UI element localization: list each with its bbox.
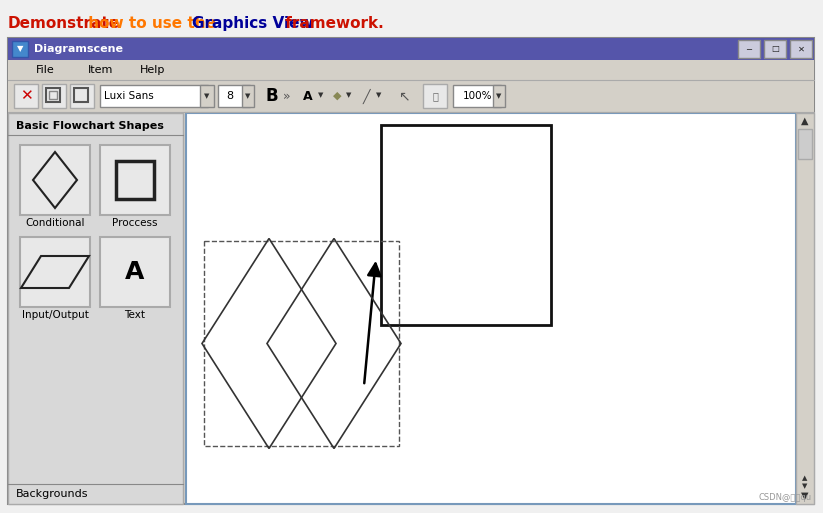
Text: 100%: 100% bbox=[463, 91, 492, 101]
Bar bbox=[12, 41, 28, 57]
Text: ╱: ╱ bbox=[363, 88, 370, 104]
Text: ▼: ▼ bbox=[245, 93, 251, 99]
Bar bbox=[423, 84, 447, 108]
Text: Input/Output: Input/Output bbox=[21, 310, 88, 320]
Bar bbox=[49, 91, 57, 99]
Bar bbox=[764, 40, 786, 58]
Text: ▼: ▼ bbox=[376, 92, 381, 98]
Bar bbox=[204, 241, 399, 446]
Text: ▼: ▼ bbox=[204, 93, 210, 99]
Text: ▼: ▼ bbox=[802, 483, 807, 489]
Bar bbox=[8, 38, 814, 60]
Text: Luxi Sans: Luxi Sans bbox=[104, 91, 154, 101]
Text: ↖: ↖ bbox=[398, 89, 410, 103]
Text: ◆: ◆ bbox=[333, 91, 342, 101]
Text: CSDN@大河qu: CSDN@大河qu bbox=[759, 493, 812, 502]
Bar bbox=[798, 129, 812, 159]
Text: Basic Flowchart Shapes: Basic Flowchart Shapes bbox=[16, 121, 164, 131]
Text: A: A bbox=[303, 89, 313, 103]
Bar bbox=[42, 84, 66, 108]
Bar bbox=[218, 85, 250, 107]
Bar bbox=[8, 60, 814, 80]
Bar bbox=[186, 113, 796, 504]
Text: 🔒: 🔒 bbox=[432, 91, 438, 101]
Text: Item: Item bbox=[88, 65, 114, 75]
Text: ▼: ▼ bbox=[318, 92, 323, 98]
Text: ▼: ▼ bbox=[496, 93, 502, 99]
Bar bbox=[453, 85, 501, 107]
Bar bbox=[100, 145, 170, 215]
Bar bbox=[200, 85, 214, 107]
Text: A: A bbox=[125, 260, 145, 284]
Text: ▲: ▲ bbox=[802, 116, 809, 126]
Bar bbox=[738, 40, 760, 58]
Text: framework.: framework. bbox=[280, 16, 384, 31]
Bar bbox=[116, 161, 154, 199]
Bar bbox=[100, 237, 170, 307]
Text: 8: 8 bbox=[226, 91, 233, 101]
Bar bbox=[8, 80, 814, 112]
Bar bbox=[790, 40, 812, 58]
Bar bbox=[14, 84, 38, 108]
Text: ✕: ✕ bbox=[797, 45, 805, 53]
Text: »: » bbox=[283, 89, 291, 103]
Bar bbox=[8, 113, 183, 504]
Text: ▼: ▼ bbox=[16, 45, 23, 53]
Text: Help: Help bbox=[140, 65, 165, 75]
Bar bbox=[381, 125, 551, 325]
Text: B: B bbox=[266, 87, 279, 105]
Text: ▲: ▲ bbox=[802, 475, 807, 481]
Bar bbox=[70, 84, 94, 108]
Bar bbox=[20, 237, 90, 307]
Text: ▼: ▼ bbox=[346, 92, 351, 98]
Text: Graphics View: Graphics View bbox=[192, 16, 314, 31]
Text: ▼: ▼ bbox=[802, 491, 809, 501]
Bar bbox=[74, 88, 88, 102]
Text: Conditional: Conditional bbox=[26, 218, 85, 228]
Text: Backgrounds: Backgrounds bbox=[16, 489, 89, 499]
Text: Proccess: Proccess bbox=[112, 218, 158, 228]
Text: Diagramscene: Diagramscene bbox=[34, 44, 123, 54]
Text: how to use the: how to use the bbox=[83, 16, 221, 31]
Bar bbox=[493, 85, 505, 107]
Text: Text: Text bbox=[124, 310, 146, 320]
Bar bbox=[46, 88, 60, 102]
Text: Demonstrate: Demonstrate bbox=[8, 16, 120, 31]
Bar bbox=[100, 85, 208, 107]
Bar bbox=[20, 145, 90, 215]
Text: ✕: ✕ bbox=[20, 89, 32, 104]
Text: □: □ bbox=[771, 45, 779, 53]
Text: File: File bbox=[36, 65, 55, 75]
Bar bbox=[242, 85, 254, 107]
Bar bbox=[796, 113, 814, 504]
Text: ─: ─ bbox=[746, 45, 751, 53]
